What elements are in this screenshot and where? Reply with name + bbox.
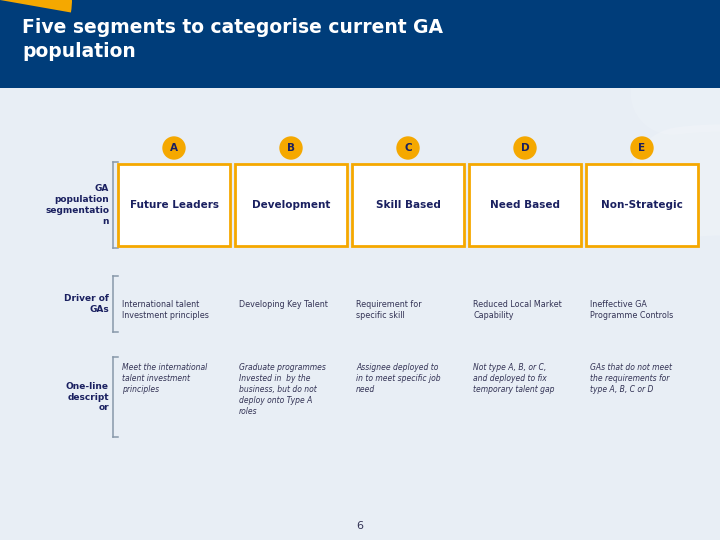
Text: Need Based: Need Based [490,200,560,210]
Bar [235,164,347,246]
Bar [469,164,581,246]
Text: Skill Based: Skill Based [376,200,441,210]
Circle shape [163,137,185,159]
Text: Assignee deployed to
in to meet specific job
need: Assignee deployed to in to meet specific… [356,363,441,394]
Text: GAs that do not meet
the requirements for
type A, B, C or D: GAs that do not meet the requirements fo… [590,363,672,394]
Text: International talent
Investment principles: International talent Investment principl… [122,300,209,320]
Text: D: D [521,143,529,153]
Text: GA
population
segmentatio
n: GA population segmentatio n [45,184,109,226]
Text: Requirement for
specific skill: Requirement for specific skill [356,300,422,320]
Bar [352,164,464,246]
Circle shape [280,137,302,159]
Wedge shape [0,0,72,12]
Text: Meet the international
talent investment
principles: Meet the international talent investment… [122,363,207,394]
Text: A: A [170,143,178,153]
Bar [586,164,698,246]
Text: 6: 6 [356,521,364,531]
Text: B: B [287,143,295,153]
Text: Future Leaders: Future Leaders [130,200,218,210]
Circle shape [514,137,536,159]
Text: Graduate programmes
Invested in  by the
business, but do not
deploy onto Type A
: Graduate programmes Invested in by the b… [239,363,326,416]
Text: One-line
descript
or: One-line descript or [66,382,109,412]
Text: Non-Strategic: Non-Strategic [601,200,683,210]
Text: Reduced Local Market
Capability: Reduced Local Market Capability [473,300,562,320]
Text: Not type A, B, or C,
and deployed to fix
temporary talent gap: Not type A, B, or C, and deployed to fix… [473,363,554,394]
Bar [118,164,230,246]
Text: Ineffective GA
Programme Controls: Ineffective GA Programme Controls [590,300,673,320]
Circle shape [397,137,419,159]
Bar [0,0,720,88]
Text: Five segments to categorise current GA
population: Five segments to categorise current GA p… [22,18,443,61]
Text: E: E [639,143,646,153]
Text: Development: Development [252,200,330,210]
Circle shape [631,137,653,159]
Text: C: C [404,143,412,153]
Text: Developing Key Talent: Developing Key Talent [239,300,328,309]
Text: Driver of
GAs: Driver of GAs [64,294,109,314]
